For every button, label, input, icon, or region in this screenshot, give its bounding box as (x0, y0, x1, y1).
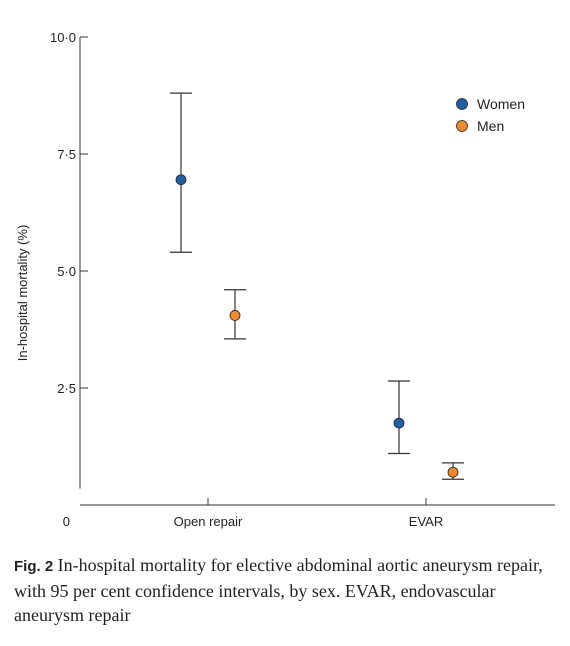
data-point (229, 310, 241, 321)
y-tick-label: 2·5 (57, 381, 76, 396)
caption-label: Fig. 2 (14, 558, 54, 575)
data-point (447, 466, 459, 478)
figure-caption: Fig. 2 In-hospital mortality for electiv… (14, 553, 559, 627)
error-bar-group (388, 380, 410, 455)
y-tick-label: 10·0 (50, 30, 76, 45)
chart-marks (170, 92, 464, 480)
x-tick-label: EVAR (409, 514, 443, 529)
error-bar-group (442, 462, 464, 480)
legend-marker (456, 120, 468, 132)
y-tick-label: 5·0 (57, 264, 76, 279)
data-point (175, 174, 187, 186)
error-bar-group (224, 289, 246, 340)
legend-label: Men (477, 118, 504, 134)
y-tick-label: 0 (63, 514, 70, 529)
x-tick-label: Open repair (174, 514, 243, 529)
legend-marker (456, 98, 468, 110)
y-tick-label: 7·5 (57, 147, 76, 162)
y-axis-title: In-hospital mortality (%) (15, 225, 30, 362)
caption-text: In-hospital mortality for elective abdom… (14, 555, 543, 625)
legend: Women Men (456, 96, 525, 134)
data-point (393, 417, 405, 429)
mortality-chart: 0 2·5 5·0 7·5 10·0 In-hospital mortality (%) O… (15, 30, 555, 529)
legend-label: Women (477, 96, 525, 112)
chart-axes: 0 2·5 5·0 7·5 10·0 In-hospital mortality (%) O… (15, 30, 555, 529)
error-bar-group (170, 92, 192, 253)
